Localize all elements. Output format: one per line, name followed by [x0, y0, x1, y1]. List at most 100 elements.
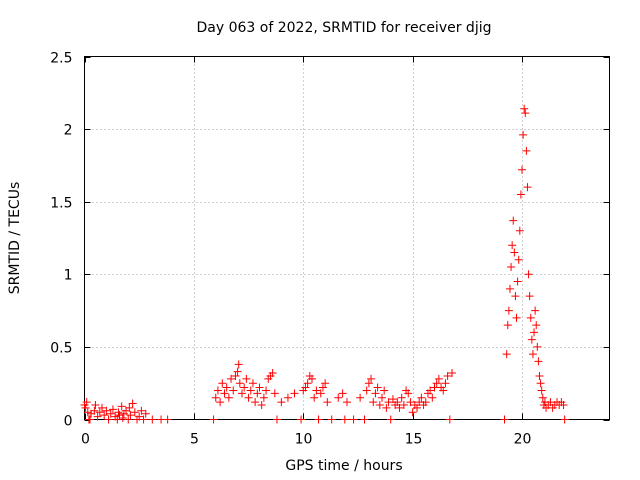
data-point [242, 374, 251, 383]
data-point [82, 398, 91, 407]
data-point [514, 255, 523, 264]
data-point [268, 369, 277, 378]
data-point [500, 415, 509, 424]
data-point [378, 393, 386, 402]
plot-frame [84, 56, 610, 420]
data-point [524, 270, 533, 279]
data-point [98, 403, 106, 412]
data-point [522, 146, 531, 155]
data-point [290, 389, 299, 398]
data-point [124, 415, 133, 424]
data-point [83, 408, 92, 417]
grid-lines [84, 56, 610, 420]
data-point [533, 342, 542, 351]
data-point [334, 393, 343, 402]
y-tick-label: 0.5 [50, 341, 72, 357]
data-point [526, 313, 535, 322]
data-point [323, 398, 332, 407]
data-point [211, 393, 220, 402]
data-point [399, 400, 408, 409]
data-point [312, 386, 321, 395]
data-point [117, 402, 126, 411]
x-tick-label: 15 [405, 432, 423, 448]
x-tick-label: 20 [514, 432, 532, 448]
data-point [262, 386, 271, 395]
data-point [135, 412, 144, 421]
data-point [303, 379, 312, 388]
data-point [235, 379, 244, 388]
data-point [421, 398, 430, 407]
data-point [255, 383, 264, 392]
data-point [102, 406, 111, 415]
data-point [371, 389, 380, 398]
data-point [413, 403, 421, 412]
data-point [520, 104, 529, 113]
data-point [384, 398, 393, 407]
data-point [233, 367, 242, 376]
data-point [360, 415, 369, 424]
data-point [113, 415, 122, 424]
data-point [91, 400, 100, 409]
data-point [231, 371, 240, 380]
data-point [314, 415, 323, 424]
data-point [106, 409, 115, 418]
data-point [518, 165, 526, 174]
data-point [163, 415, 172, 424]
data-point [408, 408, 417, 417]
data-point [375, 400, 384, 409]
data-point [130, 408, 139, 417]
data-point [308, 374, 316, 383]
x-tick-label: 5 [190, 432, 199, 448]
y-tick-label: 0 [64, 414, 73, 430]
data-point [349, 415, 358, 424]
data-point [513, 277, 522, 286]
data-point [139, 415, 148, 424]
data-point [90, 406, 99, 415]
data-point [448, 369, 456, 378]
data-point [537, 386, 546, 395]
x-axis-label: GPS time / hours [285, 458, 402, 474]
data-point [530, 328, 539, 337]
data-point [508, 241, 517, 250]
data-point [525, 292, 534, 301]
data-point [148, 415, 157, 424]
data-point [504, 306, 513, 315]
data-point [338, 389, 347, 398]
data-point [531, 306, 540, 315]
data-point [536, 379, 545, 388]
data-point [503, 321, 512, 330]
data-point [404, 389, 413, 398]
data-point [397, 393, 406, 402]
data-point [220, 389, 229, 398]
data-point [238, 389, 246, 398]
data-point [356, 393, 365, 402]
data-point [432, 379, 441, 388]
data-points [80, 104, 569, 424]
data-point [369, 398, 378, 407]
data-point [505, 284, 514, 293]
y-tick-labels: 0 0.5 1 1.5 2 2.5 [50, 51, 72, 430]
data-point [393, 398, 402, 407]
data-point [521, 109, 530, 118]
data-point [310, 393, 319, 402]
data-point [253, 389, 262, 398]
data-point [301, 383, 310, 392]
data-point [216, 398, 225, 407]
data-point [434, 374, 443, 383]
data-point [426, 386, 435, 395]
data-point [406, 398, 415, 407]
data-point [386, 415, 395, 424]
data-point [321, 379, 330, 388]
y-tick-label: 2 [64, 123, 73, 139]
data-point [388, 395, 397, 404]
data-point [362, 386, 371, 395]
data-point [327, 415, 336, 424]
data-point [516, 190, 525, 199]
data-point [510, 248, 519, 257]
data-point [240, 383, 249, 392]
data-point [532, 321, 541, 330]
data-point [535, 371, 544, 380]
data-point [528, 350, 537, 359]
data-point [515, 226, 524, 235]
data-point [218, 379, 227, 388]
